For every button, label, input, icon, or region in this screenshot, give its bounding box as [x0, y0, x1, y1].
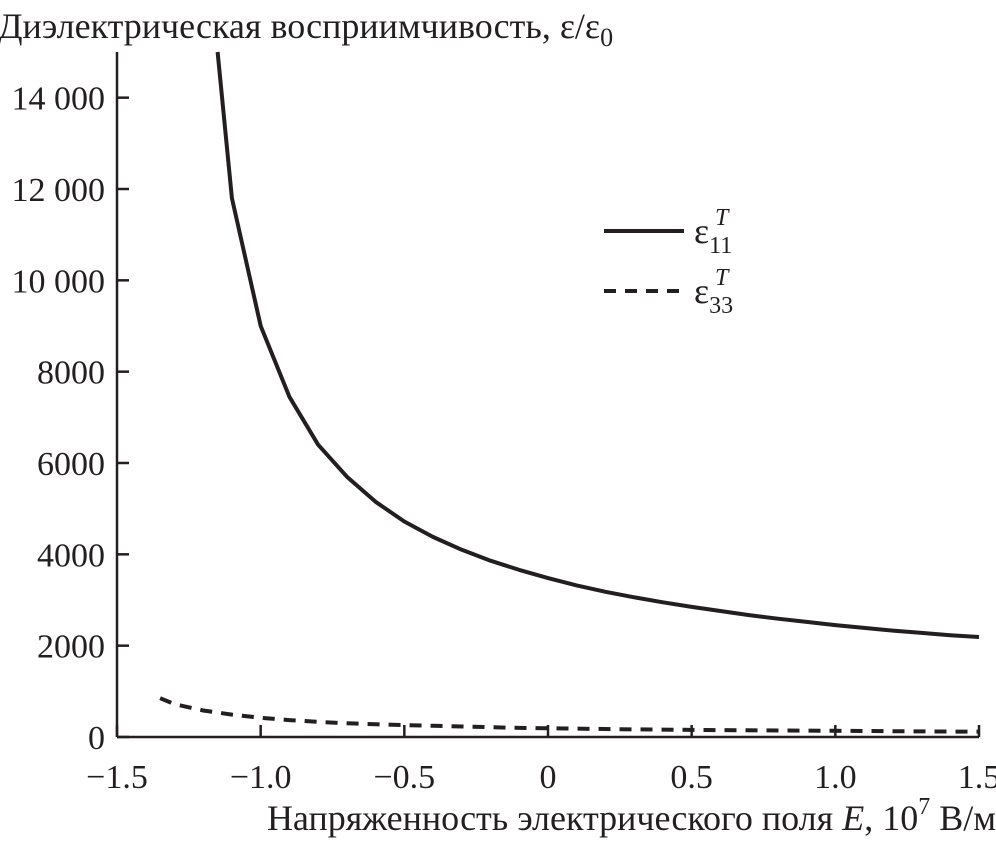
x-axis-title-variable: E [841, 798, 864, 838]
series [160, 52, 979, 732]
x-tick-label: 0.5 [670, 759, 713, 796]
x-tick-label: −1.0 [230, 759, 292, 796]
ticks: −1.5 −1.0 −0.5 0 0.5 1.0 1.5 0 2000 4000 6000 8000 1… [12, 81, 996, 796]
legend: ε11 T ε33 T [604, 205, 733, 319]
x-axis-title-unit-exponent: 7 [918, 794, 930, 820]
y-tick-label: 0 [88, 720, 105, 757]
x-axis-title-unit-tail: В/м [930, 798, 996, 838]
y-tick-label: 6000 [37, 446, 105, 483]
x-axis-title-unit-base: , 10 [864, 798, 918, 838]
series-line-eps33 [160, 698, 979, 732]
x-tick-label: 1.5 [958, 759, 996, 796]
legend-eps33-symbol: ε [694, 271, 709, 311]
y-tick-label: 12 000 [12, 172, 106, 209]
y-tick-label: 4000 [37, 537, 105, 574]
y-axis-title-text: Диэлектрическая восприимчивость, ε/ε [0, 6, 600, 46]
x-tick-label: −1.5 [86, 759, 148, 796]
x-tick-label: −0.5 [373, 759, 435, 796]
legend-item-eps33: ε33 T [604, 265, 733, 319]
series-line-eps11 [218, 52, 979, 637]
legend-eps11-superscript: T [715, 205, 730, 231]
legend-eps33-superscript: T [715, 265, 730, 291]
y-tick-label: 8000 [37, 355, 105, 392]
legend-item-eps11: ε11 T [604, 205, 732, 259]
x-axis-title-text: Напряженность электрического поля [267, 798, 842, 838]
y-axis-title-subscript: 0 [600, 23, 613, 52]
x-axis-title: Напряженность электрического поля E, 107… [267, 794, 996, 838]
x-tick-label: 0 [540, 759, 557, 796]
y-axis-title: Диэлектрическая восприимчивость, ε/ε0 [0, 6, 613, 52]
y-tick-label: 10 000 [12, 263, 106, 300]
y-tick-label: 14 000 [12, 81, 106, 118]
legend-eps11-symbol: ε [694, 211, 709, 251]
legend-eps33-subscript: 33 [709, 293, 733, 319]
axes [117, 52, 979, 737]
y-tick-label: 2000 [37, 629, 105, 666]
x-tick-label: 1.0 [814, 759, 857, 796]
legend-eps11-subscript: 11 [709, 233, 732, 259]
